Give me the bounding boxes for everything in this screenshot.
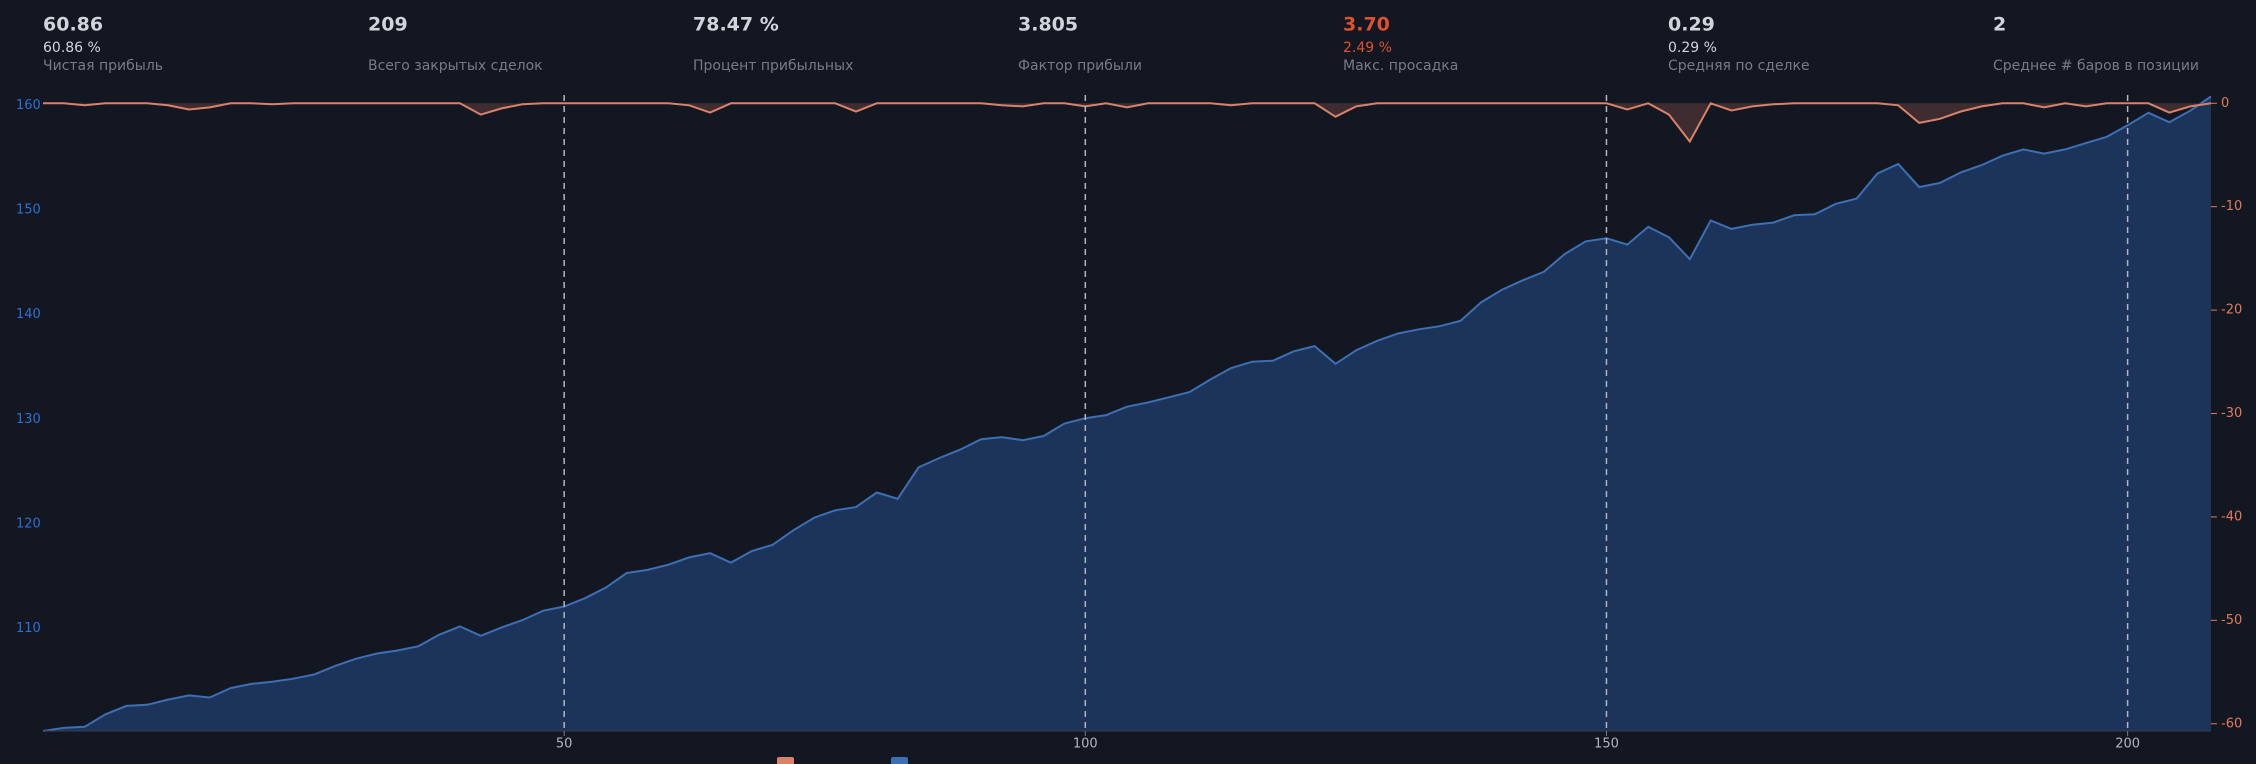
stat-value: 3.70	[1343, 14, 1390, 36]
x-tick-label: 100	[1073, 737, 1098, 752]
y2-tick-label: -30	[2221, 406, 2242, 421]
y2-tick-label: -20	[2221, 303, 2242, 318]
y2-tick-label: 0	[2221, 96, 2229, 111]
stat-label: Всего закрытых сделок	[368, 58, 543, 74]
series-line	[42, 95, 2212, 732]
y-tick-label: 150	[16, 203, 41, 218]
series-line	[43, 102, 2212, 144]
y-tick-label: 130	[16, 412, 41, 427]
stat-sub: 2.49 %	[1343, 40, 1392, 56]
area-fill	[43, 103, 2211, 142]
y2-tick-label: -50	[2221, 613, 2242, 628]
x-tick-label: 150	[1594, 737, 1619, 752]
stat-value: 2	[1993, 14, 2006, 36]
stat-value: 78.47 %	[693, 14, 779, 36]
stat-label: Процент прибыльных	[693, 58, 853, 74]
stat-value: 60.86	[43, 14, 103, 36]
stat-value: 209	[368, 14, 408, 36]
legend-swatch	[891, 757, 908, 764]
stat-label: Фактор прибыли	[1018, 58, 1142, 74]
stat-sub: 60.86 %	[43, 40, 101, 56]
stat-value: 3.805	[1018, 14, 1078, 36]
area-fill	[43, 96, 2211, 731]
stat-label: Чистая прибыль	[43, 58, 163, 74]
stat-label: Среднее # баров в позиции	[1993, 58, 2199, 74]
y-tick-label: 120	[16, 516, 41, 531]
stat-sub: 0.29 %	[1668, 40, 1717, 56]
y2-tick-label: -10	[2221, 199, 2242, 214]
x-tick-label: 200	[2115, 737, 2140, 752]
stat-label: Макс. просадка	[1343, 58, 1458, 74]
stat-value: 0.29	[1668, 14, 1715, 36]
y-tick-label: 140	[16, 307, 41, 322]
y-tick-label: 110	[16, 621, 41, 636]
legend-swatch	[777, 757, 794, 764]
stat-label: Средняя по сделке	[1668, 58, 1810, 74]
y2-tick-label: -40	[2221, 509, 2242, 524]
x-tick-label: 50	[556, 737, 573, 752]
y-tick-label: 160	[16, 98, 41, 113]
y2-tick-label: -60	[2221, 716, 2242, 731]
